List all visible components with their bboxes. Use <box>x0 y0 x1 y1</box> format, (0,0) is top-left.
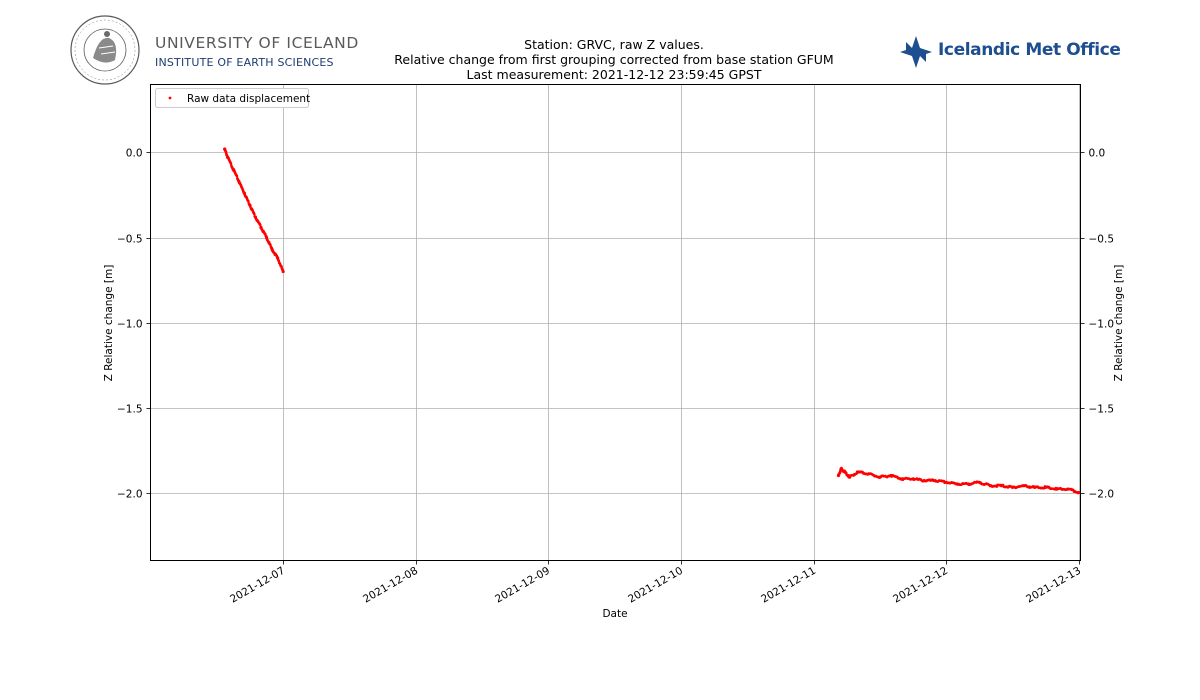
data-point <box>258 223 262 227</box>
y-tick-label-left: −1.5 <box>117 404 143 416</box>
x-tick-label: 2021-12-12 <box>891 565 950 606</box>
y-tick-label-left: 0.0 <box>126 148 143 160</box>
grid-lines <box>150 84 1081 561</box>
legend-marker <box>168 96 172 100</box>
data-point <box>229 162 233 166</box>
plot-frame <box>150 84 1081 561</box>
y-tick-label-right: −1.5 <box>1089 404 1115 416</box>
x-tick-label: 2021-12-11 <box>759 565 818 606</box>
plot-area <box>150 84 1081 561</box>
met-office-logo-mark <box>900 36 932 68</box>
y-tick-label-left: −0.5 <box>117 234 143 246</box>
legend: Raw data displacement <box>155 88 310 108</box>
y-axis-label-right: Z Relative change [m] <box>1113 265 1125 382</box>
data-point <box>247 199 250 203</box>
y-tick-label-right: 0.0 <box>1089 148 1106 160</box>
data-points <box>223 147 1081 495</box>
x-tick-label: 2021-12-10 <box>626 565 685 606</box>
y-tick-label-right: −0.5 <box>1089 234 1115 246</box>
institute-name: INSTITUTE OF EARTH SCIENCES <box>155 56 334 69</box>
university-name: UNIVERSITY OF ICELAND <box>155 34 359 52</box>
met-office-name: Icelandic Met Office <box>938 40 1121 60</box>
data-point <box>1077 490 1081 495</box>
y-tick-label-left: −1.0 <box>117 319 143 331</box>
x-tick-label: 2021-12-08 <box>361 565 420 606</box>
data-point <box>281 269 285 274</box>
x-tick-label: 2021-12-13 <box>1024 565 1083 606</box>
legend-label: Raw data displacement <box>187 93 310 105</box>
university-seal-logo <box>70 15 140 85</box>
x-tick-label: 2021-12-07 <box>228 565 287 606</box>
y-axis-label-left: Z Relative change [m] <box>103 265 115 382</box>
y-tick-label-right: −1.0 <box>1089 319 1115 331</box>
x-axis-label: Date <box>602 608 627 620</box>
data-point <box>253 212 256 216</box>
y-tick-label-left: −2.0 <box>117 489 143 501</box>
chart-title-line-3: Last measurement: 2021-12-12 23:59:45 GP… <box>466 67 762 82</box>
chart-title-line-2: Relative change from first grouping corr… <box>394 52 834 67</box>
x-tick-label: 2021-12-09 <box>493 565 552 606</box>
chart-title-line-1: Station: GRVC, raw Z values. <box>524 37 704 52</box>
data-point <box>235 174 239 178</box>
y-tick-label-right: −2.0 <box>1089 489 1115 501</box>
